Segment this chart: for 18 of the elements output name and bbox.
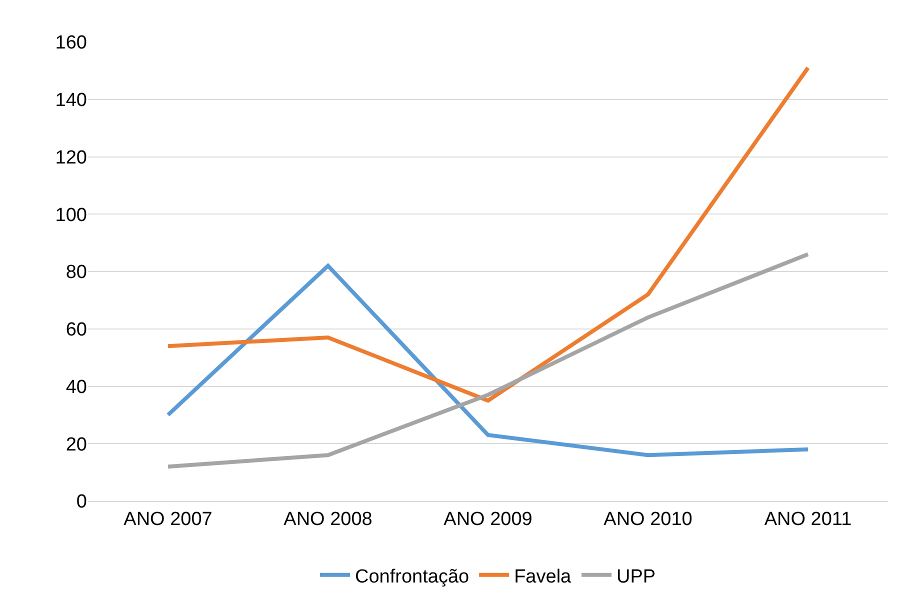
legend-label: Favela [514,566,572,588]
y-tick-label: 80 [66,262,87,284]
line-series [166,66,810,403]
x-tick-label: ANO 2009 [444,508,532,530]
y-tick-label: 120 [55,147,87,168]
y-tick-label: 60 [66,320,87,341]
y-tick-label: 0 [76,492,87,513]
x-tick-label: ANO 2008 [284,508,372,530]
legend-label: UPP [616,566,656,588]
x-tick-label: ANO 2007 [124,508,212,530]
x-tick-label: ANO 2011 [764,508,852,530]
y-tick-label: 40 [66,376,87,398]
y-tick-label: 160 [55,32,87,54]
y-tick-label: 140 [55,90,87,112]
legend-label: Confrontação [355,566,470,588]
y-tick-label: 100 [55,204,87,226]
x-tick-label: ANO 2010 [604,508,692,530]
y-tick-label: 20 [66,434,87,456]
